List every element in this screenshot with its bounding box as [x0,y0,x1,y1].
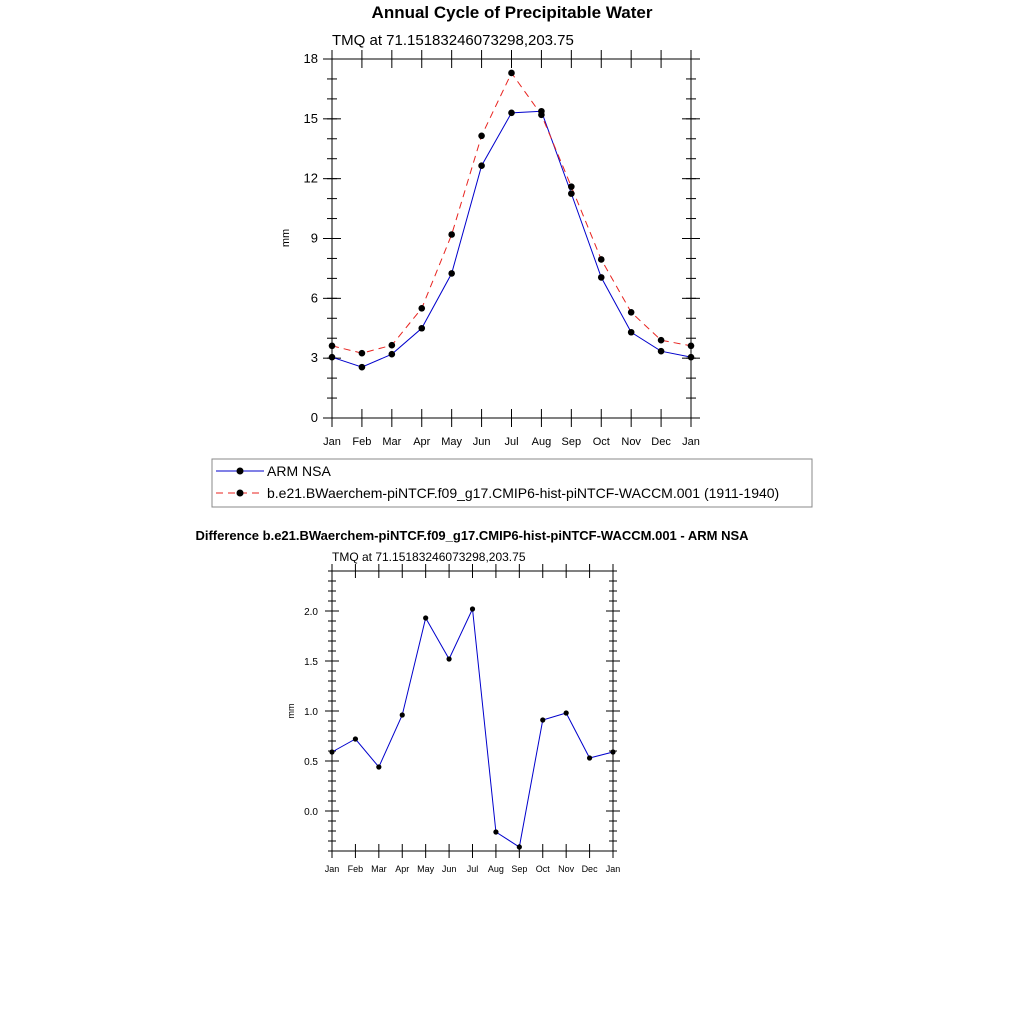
data-point-arm-nsa-10 [627,328,635,336]
data-point-difference-4 [423,615,429,621]
legend-marker-arm-nsa [236,467,244,475]
data-point-arm-nsa-3 [418,324,426,332]
data-point-arm-nsa-1 [358,363,366,371]
x-tick-label-oct: Oct [536,864,551,874]
data-point-b-e21-bwaerchem-pintcf-f09-g17-cmip6-hist-pintcf-waccm-001-1911-1940-11 [657,336,665,344]
difference-y-tick-labels: 0.0 0.5 1.0 1.5 2.0 [304,607,318,818]
data-point-arm-nsa-8 [568,190,575,197]
y-tick-labels: 0 3 6 9 12 15 18 [304,51,318,425]
data-point-arm-nsa-2 [388,350,396,358]
annual-cycle-panel: Annual Cycle of Precipitable Water TMQ a… [280,3,700,448]
x-tick-label-jan: Jan [325,864,340,874]
data-point-difference-3 [399,712,405,718]
data-point-arm-nsa-11 [657,347,665,355]
data-point-difference-9 [540,717,546,723]
x-tick-label-jun: Jun [473,436,491,448]
difference-subtitle: TMQ at 71.15183246073298,203.75 [332,550,526,564]
difference-title: Difference b.e21.BWaerchem-piNTCF.f09_g1… [195,528,749,543]
data-point-b-e21-bwaerchem-pintcf-f09-g17-cmip6-hist-pintcf-waccm-001-1911-1940-6 [508,69,515,77]
data-point-b-e21-bwaerchem-pintcf-f09-g17-cmip6-hist-pintcf-waccm-001-1911-1940-1 [358,349,366,357]
series-line-difference [331,607,614,848]
y-tick-label: 18 [304,51,318,66]
x-tick-label-oct: Oct [593,436,610,448]
x-tick-label-dec: Dec [582,864,599,874]
data-point-arm-nsa-9 [597,274,605,281]
y-tick-label: 15 [304,111,318,126]
x-tick-label-jun: Jun [442,864,457,874]
data-point-difference-7 [493,829,499,835]
difference-x-tick-labels: Jan Feb Mar Apr May Jun Jul Aug Sep Oct Nov Dec Jan [325,864,621,874]
data-point-arm-nsa-4 [448,270,455,277]
data-point-b-e21-bwaerchem-pintcf-f09-g17-cmip6-hist-pintcf-waccm-001-1911-1940-5 [478,132,485,140]
x-tick-label-jan: Jan [682,436,700,448]
y-tick-label: 6 [311,290,318,305]
chart-subtitle: TMQ at 71.15183246073298,203.75 [332,32,574,49]
series-line-arm-nsa [331,110,692,368]
data-point-difference-5 [446,656,452,662]
y-tick-label: 1.5 [304,657,318,668]
x-tick-label-apr: Apr [413,436,430,448]
y-tick-label: 0.5 [304,757,318,768]
difference-series-line [329,606,616,850]
difference-panel: Difference b.e21.BWaerchem-piNTCF.f09_g1… [195,528,749,874]
chart-title: Annual Cycle of Precipitable Water [372,3,653,22]
data-point-difference-1 [352,736,359,742]
series-lines [328,69,695,371]
y-tick-label: 2.0 [304,607,318,618]
x-tick-label-mar: Mar [382,436,401,448]
x-tick-label-apr: Apr [395,864,409,874]
x-tick-label-mar: Mar [371,864,387,874]
difference-axis-ticks [325,564,620,858]
x-tick-label-aug: Aug [532,436,552,448]
y-tick-label: 1.0 [304,707,318,718]
x-tick-label-sep: Sep [562,436,582,448]
data-point-b-e21-bwaerchem-pintcf-f09-g17-cmip6-hist-pintcf-waccm-001-1911-1940-3 [418,305,426,312]
legend-box [211,458,813,508]
legend-marker-model [236,489,244,497]
x-tick-label-aug: Aug [488,864,504,874]
data-point-b-e21-bwaerchem-pintcf-f09-g17-cmip6-hist-pintcf-waccm-001-1911-1940-10 [627,308,635,316]
data-point-difference-10 [563,710,569,716]
data-point-difference-6 [469,606,476,612]
data-point-b-e21-bwaerchem-pintcf-f09-g17-cmip6-hist-pintcf-waccm-001-1911-1940-7 [538,111,545,119]
x-tick-label-nov: Nov [558,864,575,874]
y-tick-label: 0 [311,410,318,425]
x-tick-labels: Jan Feb Mar Apr May Jun Jul Aug Sep Oct Nov Dec Jan [323,436,700,448]
y-axis-label: mm [280,229,292,247]
y-tick-label: 3 [311,350,318,365]
legend-entry-arm-nsa: ARM NSA [267,463,331,479]
difference-plot-frame [331,570,614,852]
y-tick-label: 12 [304,171,318,186]
x-tick-label-feb: Feb [352,436,371,448]
x-tick-label-feb: Feb [348,864,364,874]
x-tick-label-jan: Jan [323,436,341,448]
data-point-arm-nsa-6 [508,109,515,117]
x-tick-label-nov: Nov [621,436,641,448]
data-point-b-e21-bwaerchem-pintcf-f09-g17-cmip6-hist-pintcf-waccm-001-1911-1940-2 [388,341,396,349]
plot-frame [331,58,692,419]
x-tick-label-jul: Jul [504,436,518,448]
data-point-arm-nsa-5 [478,162,485,169]
data-point-b-e21-bwaerchem-pintcf-f09-g17-cmip6-hist-pintcf-waccm-001-1911-1940-4 [448,231,455,238]
data-point-b-e21-bwaerchem-pintcf-f09-g17-cmip6-hist-pintcf-waccm-001-1911-1940-9 [597,256,605,263]
y-tick-label: 9 [311,231,318,246]
x-tick-label-jan: Jan [606,864,621,874]
data-point-difference-11 [586,755,593,761]
x-tick-label-sep: Sep [511,864,527,874]
x-tick-label-may: May [441,436,462,448]
axis-ticks [323,50,700,427]
data-point-difference-8 [516,844,522,850]
legend-entry-model: b.e21.BWaerchem-piNTCF.f09_g17.CMIP6-his… [267,485,779,501]
x-tick-label-may: May [417,864,435,874]
difference-y-axis-label: mm [286,704,296,719]
data-point-b-e21-bwaerchem-pintcf-f09-g17-cmip6-hist-pintcf-waccm-001-1911-1940-8 [568,183,575,190]
x-tick-label-dec: Dec [651,436,671,448]
legend: ARM NSA b.e21.BWaerchem-piNTCF.f09_g17.C… [211,458,813,508]
y-tick-label: 0.0 [304,807,318,818]
x-tick-label-jul: Jul [467,864,479,874]
data-point-difference-2 [376,764,382,770]
